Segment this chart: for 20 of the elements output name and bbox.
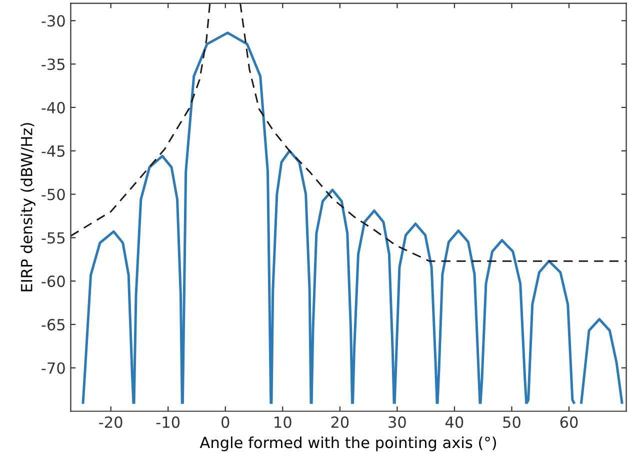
y-tick-label: -50 xyxy=(42,188,65,200)
y-tick-label: -70 xyxy=(42,362,65,374)
x-tick-label: 30 xyxy=(388,416,406,428)
y-tick-label: -35 xyxy=(42,58,65,70)
y-tick-label: -30 xyxy=(42,15,65,27)
y-tick-label: -40 xyxy=(42,102,65,114)
y-tick-label: -55 xyxy=(42,232,65,244)
x-tick-label: 60 xyxy=(560,416,578,428)
y-tick-label: -60 xyxy=(42,276,65,288)
y-tick-label: -45 xyxy=(42,146,65,157)
x-tick-label: -20 xyxy=(99,416,122,428)
y-axis-title: EIRP density (dBW/Hz) xyxy=(20,123,36,292)
y-tick-label: -65 xyxy=(42,318,65,330)
x-tick-label: 10 xyxy=(274,416,292,428)
x-tick-label: 40 xyxy=(445,416,464,428)
x-tick-label: 0 xyxy=(222,416,230,428)
x-tick-label: 20 xyxy=(331,416,349,428)
x-tick-label: -10 xyxy=(156,416,180,428)
x-tick-label: 50 xyxy=(503,416,520,428)
x-axis-title: Angle formed with the pointing axis (°) xyxy=(200,436,496,452)
